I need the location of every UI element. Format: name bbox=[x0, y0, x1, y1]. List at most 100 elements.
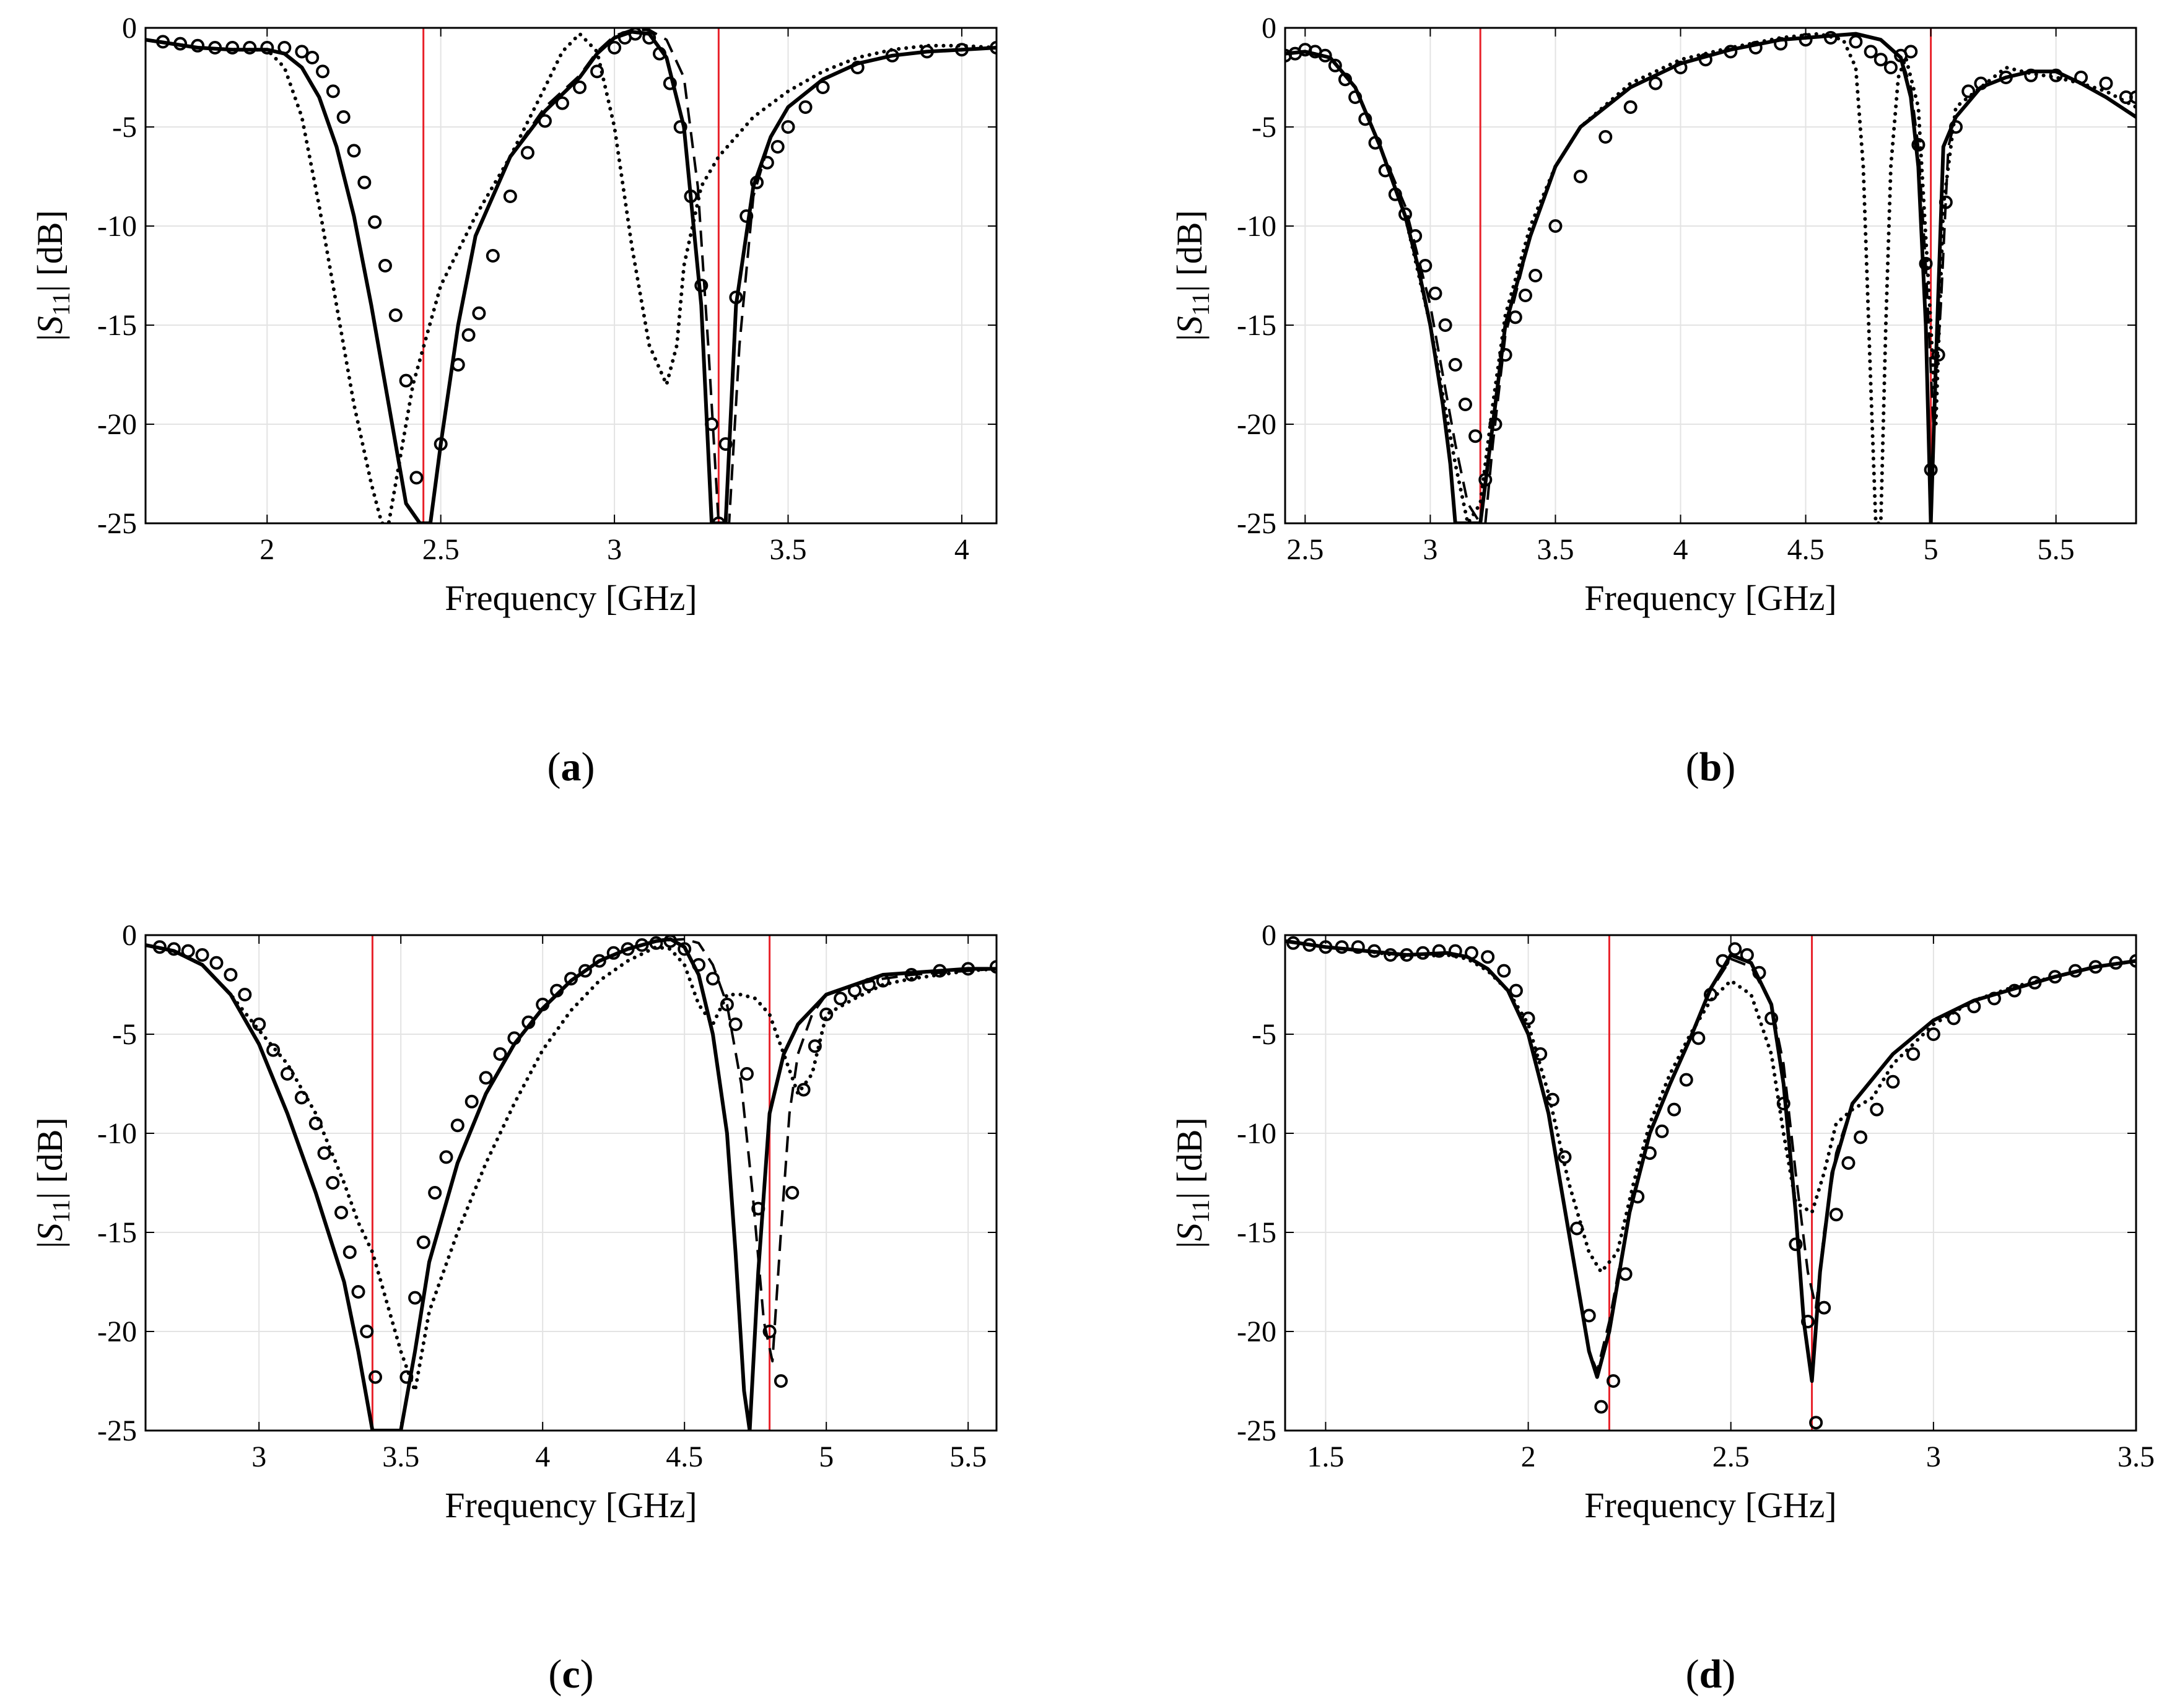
data-point-circle bbox=[1873, 53, 1888, 67]
data-point-circle bbox=[152, 940, 167, 954]
data-point-circle bbox=[1302, 938, 1317, 952]
data-point-circle bbox=[1724, 45, 1738, 59]
data-point-circle bbox=[718, 437, 733, 451]
data-point-circle bbox=[294, 1091, 308, 1105]
data-point-circle bbox=[1594, 1400, 1608, 1414]
data-point-circle bbox=[191, 38, 205, 53]
data-point-circle bbox=[238, 988, 252, 1001]
data-point-circle bbox=[486, 249, 500, 263]
x-axis-label: Frequency [GHz] bbox=[445, 1485, 697, 1525]
data-point-circle bbox=[1548, 219, 1563, 233]
data-point-circle bbox=[1521, 1011, 1535, 1026]
data-point-circle bbox=[861, 978, 876, 991]
data-point-circle bbox=[1864, 45, 1878, 59]
data-point-circle bbox=[181, 944, 195, 958]
data-point-circle bbox=[1481, 950, 1495, 964]
data-point-circle bbox=[990, 960, 997, 974]
data-point-circle bbox=[450, 1118, 464, 1133]
data-point-circle bbox=[1823, 31, 1838, 45]
data-point-circle bbox=[295, 45, 309, 59]
data-point-circle bbox=[2048, 970, 2062, 984]
data-point-circle bbox=[1338, 72, 1352, 87]
data-point-circle bbox=[1518, 289, 1532, 302]
series-group bbox=[1285, 936, 2136, 1430]
data-point-circle bbox=[1398, 207, 1412, 221]
data-point-circle bbox=[1854, 1130, 1868, 1144]
data-point-circle bbox=[388, 308, 403, 322]
data-point-circle bbox=[1974, 76, 1988, 90]
data-point-circle bbox=[608, 41, 622, 54]
series-solid bbox=[146, 30, 997, 523]
data-point-circle bbox=[1448, 944, 1462, 958]
x-axis-label: Frequency [GHz] bbox=[445, 578, 697, 618]
x-tick-label: 3.5 bbox=[2117, 1440, 2155, 1473]
data-point-circle bbox=[850, 61, 865, 74]
data-point-circle bbox=[649, 936, 663, 950]
data-point-circle bbox=[326, 84, 340, 98]
data-point-circle bbox=[1679, 1073, 1693, 1087]
data-point-circle bbox=[1570, 1221, 1584, 1235]
axes-box bbox=[1284, 934, 2137, 1432]
data-point-circle bbox=[1384, 948, 1398, 962]
data-point-circle bbox=[1509, 983, 1523, 998]
data-point-circle bbox=[357, 175, 372, 190]
series-solid bbox=[1285, 32, 2136, 523]
x-tick-label: 3.5 bbox=[382, 1440, 419, 1473]
data-point-circle bbox=[904, 968, 918, 982]
data-point-circle bbox=[920, 45, 934, 59]
x-tick-label: 3 bbox=[607, 533, 622, 566]
x-axis-label: Frequency [GHz] bbox=[1584, 1485, 1836, 1525]
y-tick-label: -25 bbox=[1237, 1414, 1276, 1447]
data-point-circle bbox=[990, 41, 997, 54]
data-point-circle bbox=[351, 1285, 365, 1299]
data-point-circle bbox=[1418, 259, 1433, 272]
data-point-circle bbox=[360, 1325, 374, 1338]
data-point-circle bbox=[1817, 1301, 1831, 1315]
data-point-circle bbox=[1999, 71, 2013, 84]
data-point-circle bbox=[195, 948, 209, 962]
panel-label: (d) bbox=[1686, 1652, 1736, 1697]
data-point-circle bbox=[493, 1047, 507, 1061]
data-point-circle bbox=[1789, 1237, 1803, 1252]
data-point-circle bbox=[1740, 948, 1754, 962]
data-point-circle bbox=[208, 41, 222, 54]
y-tick-label: -5 bbox=[1252, 1018, 1276, 1051]
data-point-circle bbox=[706, 972, 720, 986]
y-tick-label: -5 bbox=[112, 111, 137, 144]
panel-label: (b) bbox=[1686, 744, 1736, 790]
data-point-circle bbox=[225, 41, 240, 54]
data-point-circle bbox=[712, 516, 726, 523]
data-point-circle bbox=[1704, 988, 1717, 1001]
data-point-circle bbox=[243, 41, 257, 54]
data-point-circle bbox=[1478, 473, 1493, 487]
data-point-circle bbox=[2074, 71, 2088, 84]
data-point-circle bbox=[308, 1117, 323, 1130]
x-tick-label: 2 bbox=[1521, 1440, 1536, 1473]
data-point-circle bbox=[224, 968, 238, 982]
data-point-circle bbox=[1618, 1267, 1633, 1281]
x-tick-label: 5 bbox=[819, 1440, 834, 1473]
data-point-circle bbox=[1448, 358, 1462, 372]
data-point-circle bbox=[1358, 112, 1372, 126]
data-point-circle bbox=[885, 48, 899, 63]
data-point-circle bbox=[1533, 1047, 1548, 1061]
data-point-circle bbox=[1987, 991, 2001, 1006]
series-group bbox=[1285, 31, 2136, 523]
data-point-circle bbox=[592, 954, 606, 968]
data-point-circle bbox=[1924, 463, 1938, 477]
data-point-circle bbox=[342, 1245, 357, 1259]
data-point-circle bbox=[2007, 983, 2022, 998]
series-group bbox=[146, 28, 997, 523]
data-point-circle bbox=[573, 81, 587, 94]
data-point-circle bbox=[464, 1094, 479, 1109]
y-tick-label: -10 bbox=[97, 210, 137, 243]
data-point-circle bbox=[876, 974, 890, 988]
x-tick-label: 4 bbox=[535, 1440, 550, 1473]
data-point-circle bbox=[1368, 136, 1382, 150]
series-dotted bbox=[1285, 939, 2136, 1274]
y-tick-label: 0 bbox=[122, 12, 137, 45]
series-dashed bbox=[1285, 939, 2136, 1372]
data-point-circle bbox=[720, 998, 734, 1011]
data-point-circle bbox=[796, 1083, 811, 1097]
